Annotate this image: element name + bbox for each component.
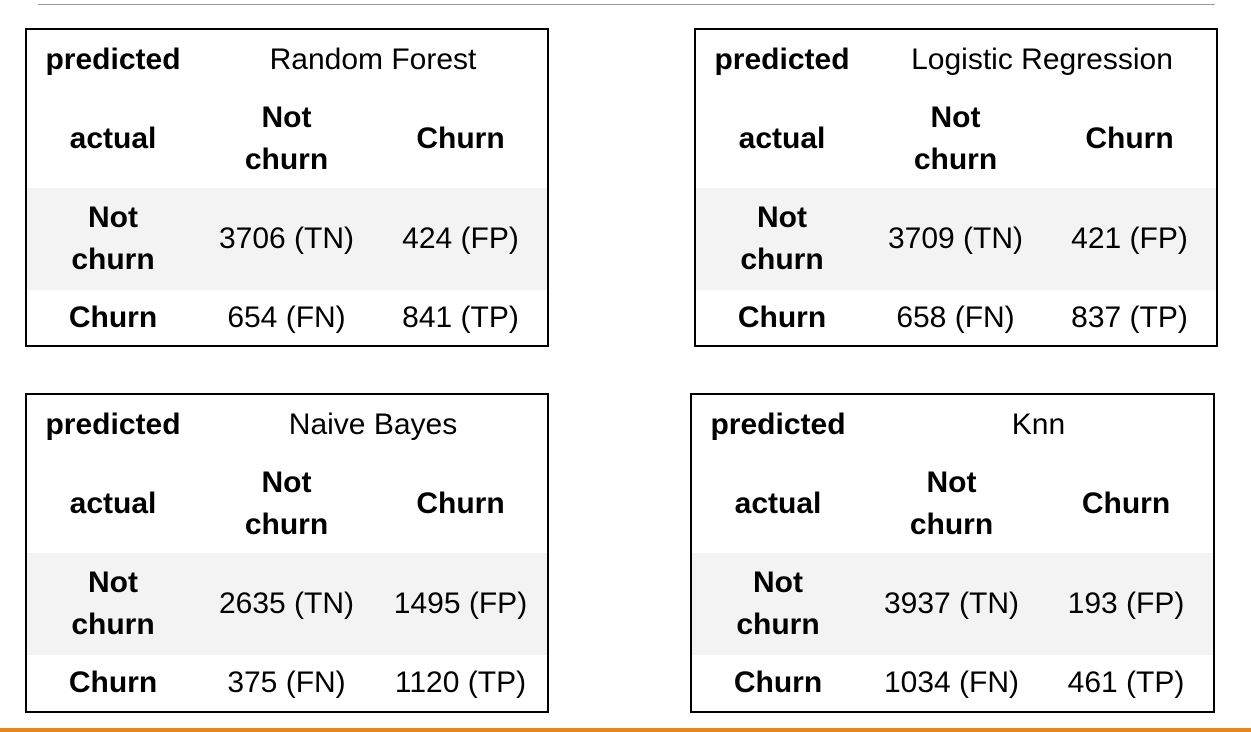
cell-tn: 3937 (TN) — [864, 553, 1039, 655]
accent-bar — [0, 728, 1251, 732]
row-header-not-churn: Not churn — [696, 188, 868, 290]
col-header-churn: Churn — [1081, 487, 1171, 520]
col-header-churn: Churn — [1085, 122, 1174, 155]
cell-tn: 2635 (TN) — [199, 553, 374, 655]
cell-fn: 1034 (FN) — [883, 666, 1020, 699]
predicted-label: predicted — [714, 43, 850, 76]
cell-fp: 424 (FP) — [374, 188, 547, 290]
col-header-not-churn: Not churn — [909, 466, 994, 541]
row-header-churn: Churn — [737, 301, 827, 334]
actual-label: actual — [69, 487, 157, 520]
model-name: Naive Bayes — [288, 408, 458, 441]
confusion-matrix-knn: predicted Knn actual Not churn Churn Not c… — [690, 393, 1215, 713]
confusion-matrix-random-forest: predicted Random Forest actual Not churn … — [25, 28, 549, 347]
cell-fp: 193 (FP) — [1039, 553, 1213, 655]
predicted-label: predicted — [45, 408, 181, 441]
predicted-label: predicted — [45, 43, 181, 76]
cell-tn: 3709 (TN) — [868, 188, 1043, 290]
model-name: Knn — [1011, 408, 1066, 441]
actual-label: actual — [69, 122, 157, 155]
col-header-churn: Churn — [416, 487, 505, 520]
actual-label: actual — [738, 122, 826, 155]
col-header-churn: Churn — [416, 122, 505, 155]
row-header-churn: Churn — [68, 301, 158, 334]
predicted-label: predicted — [710, 408, 846, 441]
col-header-not-churn: Not churn — [244, 101, 329, 176]
cell-fn: 658 (FN) — [896, 301, 1015, 334]
cell-fn: 654 (FN) — [227, 301, 346, 334]
row-header-churn: Churn — [733, 666, 823, 699]
cell-fp: 421 (FP) — [1043, 188, 1216, 290]
cell-tp: 837 (TP) — [1071, 301, 1188, 334]
row-header-not-churn: Not churn — [27, 188, 199, 290]
cell-tp: 461 (TP) — [1067, 666, 1185, 699]
row-header-not-churn: Not churn — [692, 553, 864, 655]
matrix-table: predicted Random Forest actual Not churn … — [27, 30, 547, 346]
col-header-not-churn: Not churn — [913, 101, 998, 176]
cell-tp: 841 (TP) — [402, 301, 519, 334]
matrix-table: predicted Naive Bayes actual Not churn Ch… — [27, 395, 547, 711]
row-header-not-churn: Not churn — [27, 553, 199, 655]
model-name: Logistic Regression — [911, 43, 1173, 76]
cell-fp: 1495 (FP) — [374, 553, 547, 655]
confusion-matrix-logistic-regression: predicted Logistic Regression actual Not… — [694, 28, 1218, 347]
matrix-table: predicted Knn actual Not churn Churn Not c… — [692, 395, 1213, 711]
cell-tn: 3706 (TN) — [199, 188, 374, 290]
col-header-not-churn: Not churn — [244, 466, 329, 541]
cell-fn: 375 (FN) — [227, 666, 346, 699]
cell-tp: 1120 (TP) — [394, 666, 527, 699]
top-divider — [38, 4, 1215, 5]
matrix-table: predicted Logistic Regression actual Not… — [696, 30, 1216, 346]
confusion-matrix-naive-bayes: predicted Naive Bayes actual Not churn Ch… — [25, 393, 549, 713]
model-name: Random Forest — [269, 43, 477, 76]
actual-label: actual — [734, 487, 822, 520]
row-header-churn: Churn — [68, 666, 158, 699]
